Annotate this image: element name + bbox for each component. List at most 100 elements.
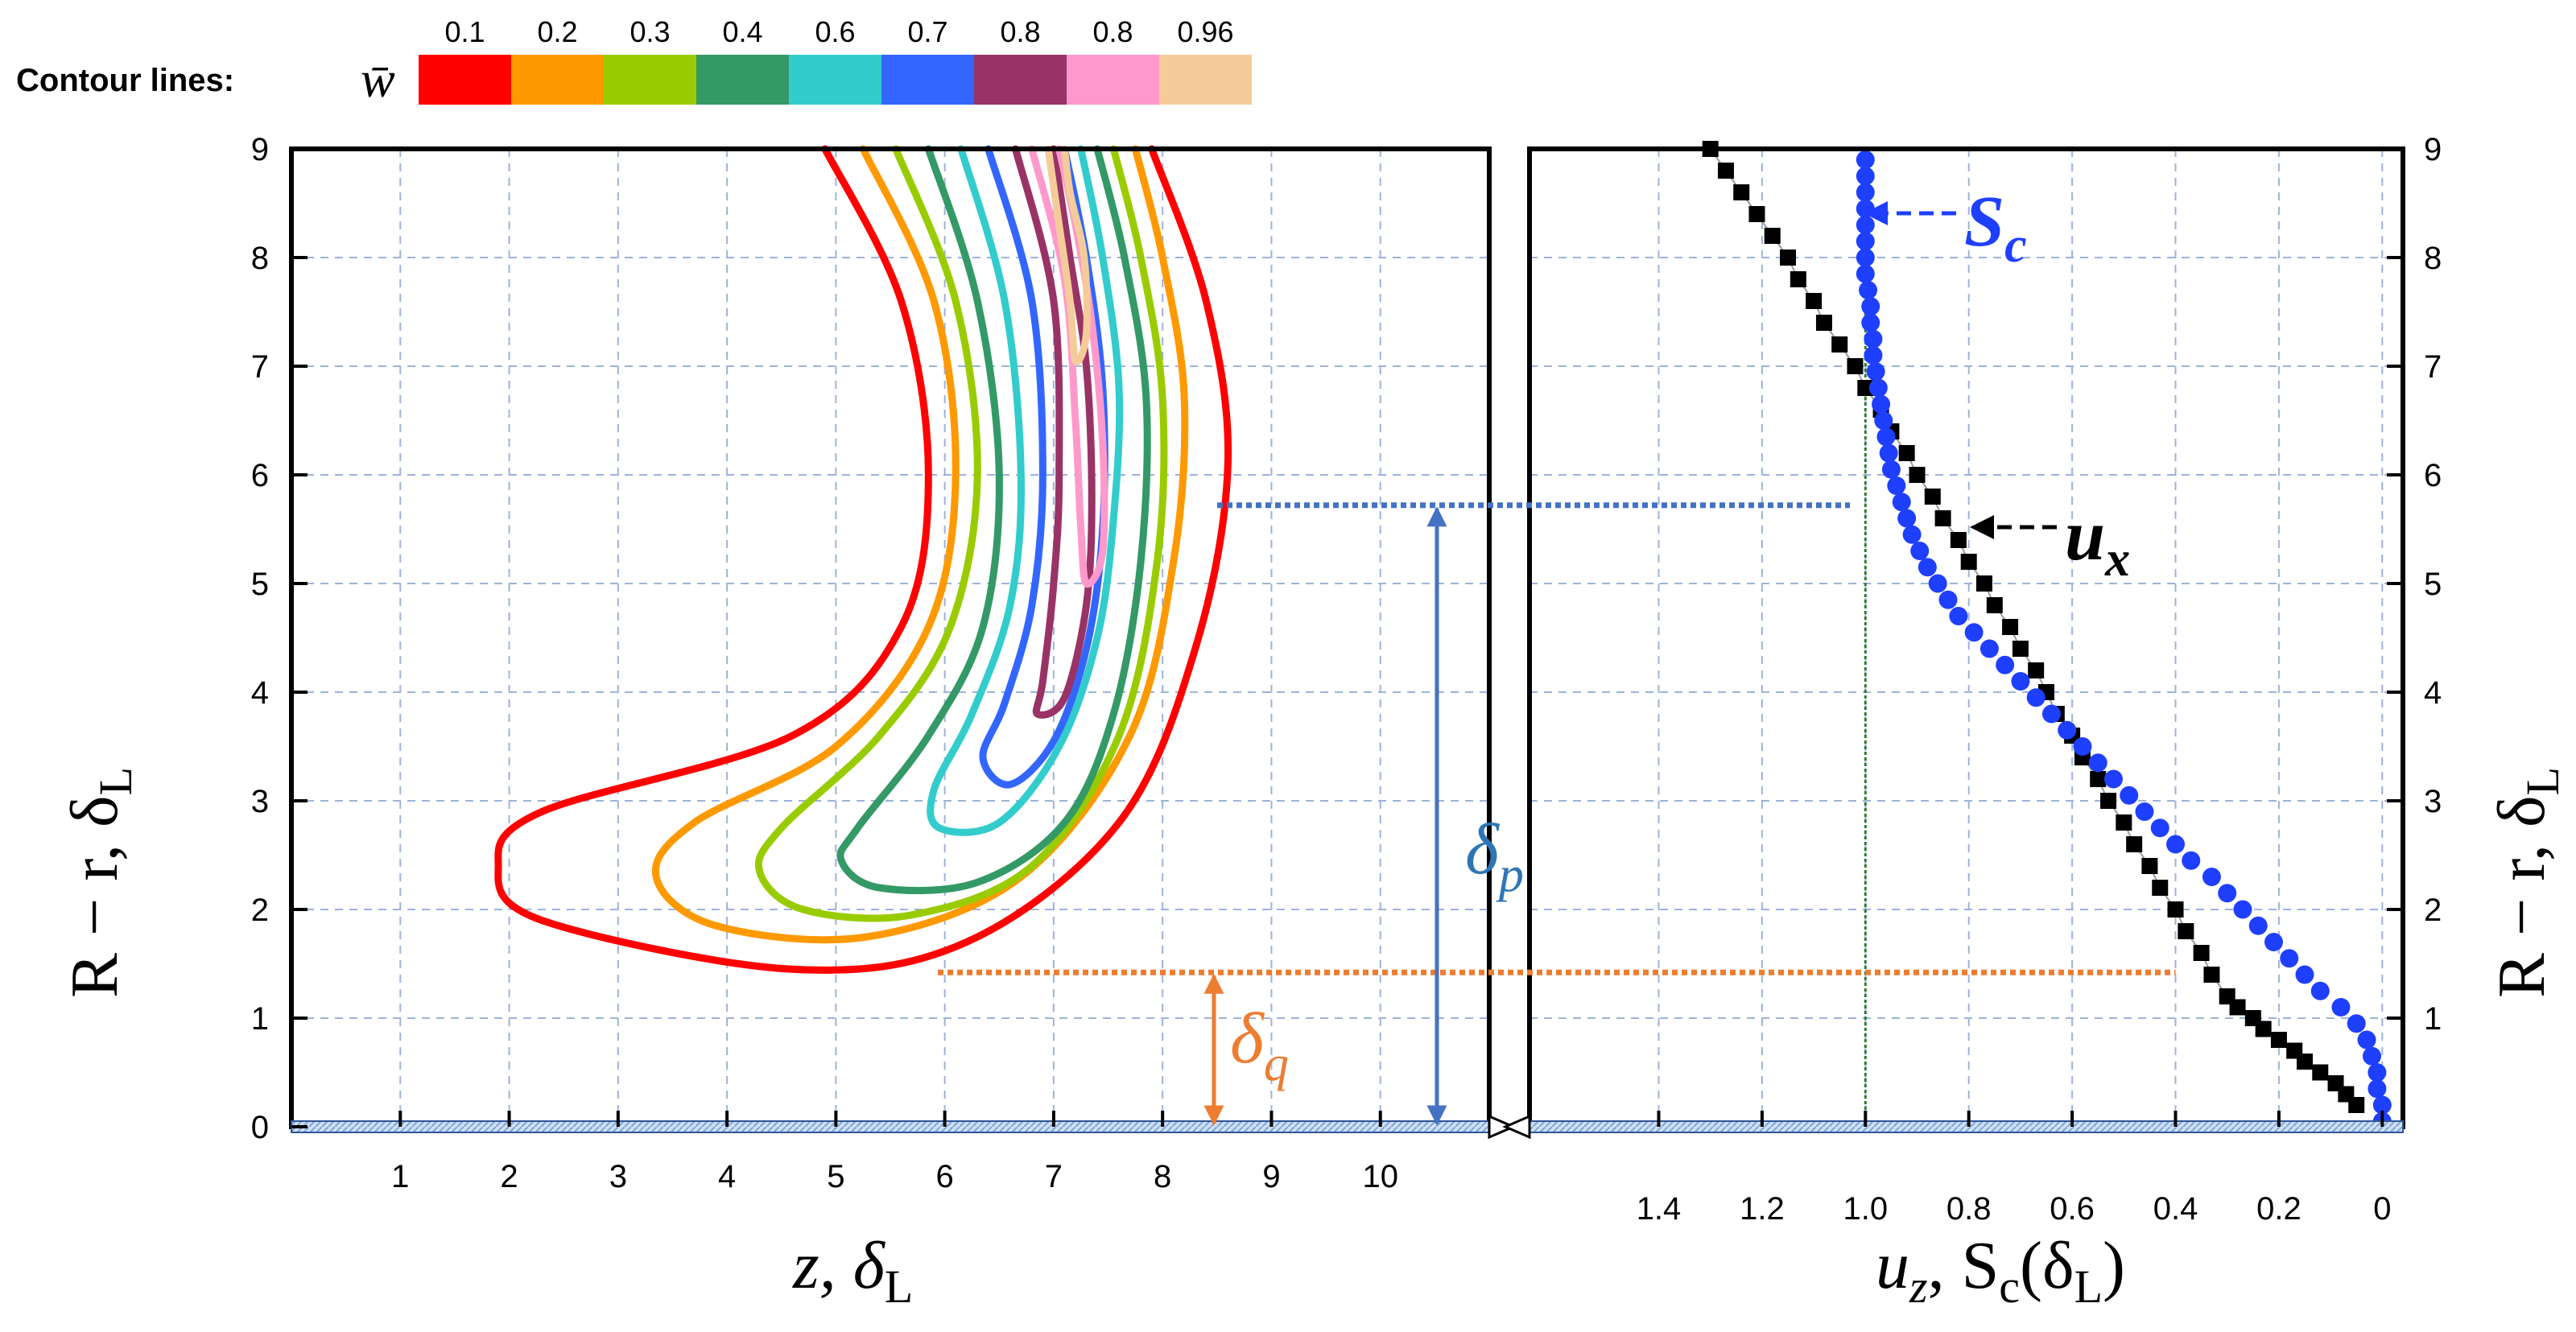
right-axes (1502, 146, 2405, 1140)
ux-point (1950, 532, 1967, 548)
sc-point (2362, 1046, 2381, 1066)
sc-point (1856, 151, 1875, 169)
x-tick-label: 1.2 (1740, 1191, 1785, 1227)
legend-level-label: 0.6 (815, 15, 855, 48)
sc-point (1856, 264, 1875, 283)
left-x-axis-title: z, δL (792, 1228, 913, 1313)
legend-level-label: 0.2 (537, 15, 577, 48)
legend-swatch (419, 55, 511, 105)
sc-point (2264, 933, 2283, 951)
x-tick-label: 3 (609, 1159, 627, 1194)
contour-line (651, 145, 1189, 944)
ux-point (2152, 880, 2169, 896)
y-tick-label: 5 (2424, 567, 2442, 602)
legend-level-label: 0.1 (444, 15, 485, 48)
ux-point (2100, 793, 2117, 809)
legend-swatch (604, 55, 696, 105)
left-y-axis-title: R − r, δL (57, 767, 142, 998)
sc-point (2368, 1063, 2387, 1082)
y-tick-label: 6 (2424, 458, 2442, 493)
ux-point (1717, 163, 1734, 179)
ux-point (2126, 836, 2143, 852)
sc-point (2218, 884, 2237, 903)
sc-point (2347, 1014, 2366, 1033)
left-x-axis-bar (291, 1120, 1490, 1133)
sc-point (2202, 868, 2221, 886)
legend-swatch (881, 55, 974, 105)
legend-level-label: 0.96 (1177, 15, 1233, 48)
ux-point (1831, 336, 1848, 353)
ux-point (2002, 619, 2019, 635)
sc-point (1996, 655, 2015, 674)
sc-point (2182, 851, 2201, 870)
sc-point (2073, 737, 2092, 756)
y-tick-label: 0 (251, 1110, 269, 1145)
ux-point (1815, 315, 1832, 331)
y-tick-label: 2 (2424, 893, 2442, 928)
contour-line (754, 145, 1168, 922)
legend-swatch (1159, 55, 1252, 105)
sc-point (1979, 639, 1999, 658)
x-tick-label: 10 (1362, 1159, 1398, 1194)
right-x-axis-bar (1529, 1120, 2404, 1133)
sc-point (1856, 199, 1875, 218)
right-plot: 1.4 1.2 1.0 0.8 0.6 0.4 0.2 0 1 2 3 4 5 6 7 8 9 (1502, 132, 2442, 1227)
ux-point (1924, 489, 1941, 505)
legend-level-label: 0.8 (1092, 15, 1133, 48)
ux-series-line (1709, 148, 2357, 1106)
ux-point (2312, 1064, 2329, 1081)
x-tick-label: 8 (1154, 1159, 1171, 1194)
right-grid (1530, 148, 2403, 1127)
ux-point (2012, 641, 2029, 657)
contour-line (1044, 145, 1091, 366)
legend-level-label: 0.7 (907, 15, 947, 48)
right-axis-arrow (1502, 1114, 1531, 1140)
sc-point (2280, 949, 2299, 968)
x-tick-label: 9 (1262, 1159, 1280, 1194)
y-tick-label: 2 (251, 893, 269, 928)
sc-point (2372, 1095, 2392, 1115)
sc-point (2120, 786, 2139, 805)
legend: Contour lines: w̄ 0.1 0.2 0.3 0.4 0.6 0.7 0.8 0… (16, 15, 1252, 108)
x-tick-label: 0 (2373, 1191, 2391, 1227)
reference-lines (938, 201, 2176, 1126)
ux-point (1780, 249, 1797, 266)
ux-point (2090, 771, 2107, 787)
ux-point (2193, 945, 2210, 961)
left-axes (289, 146, 1517, 1140)
y-tick-label: 1 (2424, 1001, 2442, 1037)
sc-point (2103, 769, 2123, 789)
sc-point (1856, 167, 1875, 186)
sc-point (2310, 981, 2330, 1000)
sc-point (1918, 558, 1937, 577)
sc-point (1856, 183, 1875, 202)
sc-point (2295, 965, 2314, 984)
x-tick-label: 1 (391, 1159, 409, 1194)
sc-point (1872, 394, 1891, 414)
legend-symbol: w̄ (361, 51, 395, 108)
contour-line (927, 145, 1124, 836)
sc-point (2248, 916, 2268, 935)
ux-point (1748, 206, 1765, 222)
left-plot: 1 2 3 4 5 6 7 8 9 10 0 1 2 3 4 5 6 7 8 9 (251, 132, 1517, 1194)
sc-point (1876, 427, 1896, 447)
y-tick-label: 5 (251, 567, 269, 602)
sc-point (2011, 672, 2030, 691)
left-plot-frame (289, 146, 1492, 1129)
x-tick-label: 4 (718, 1159, 736, 1194)
sc-point (2233, 900, 2252, 919)
contour-line (494, 145, 1232, 974)
sc-point (1910, 542, 1930, 560)
ux-point (2167, 901, 2184, 918)
x-tick-label: 2 (500, 1159, 518, 1194)
sc-point (1938, 590, 1958, 609)
left-grid (291, 148, 1490, 1127)
y-tick-label: 4 (2424, 675, 2442, 711)
sc-point (1879, 443, 1898, 463)
legend-level-label: 0.3 (630, 15, 670, 48)
y-tick-label: 9 (2424, 132, 2442, 167)
legend-swatch (789, 55, 881, 105)
ux-point (1960, 554, 1977, 570)
contour-line (836, 145, 1151, 894)
left-axis-arrow (1488, 1114, 1517, 1140)
